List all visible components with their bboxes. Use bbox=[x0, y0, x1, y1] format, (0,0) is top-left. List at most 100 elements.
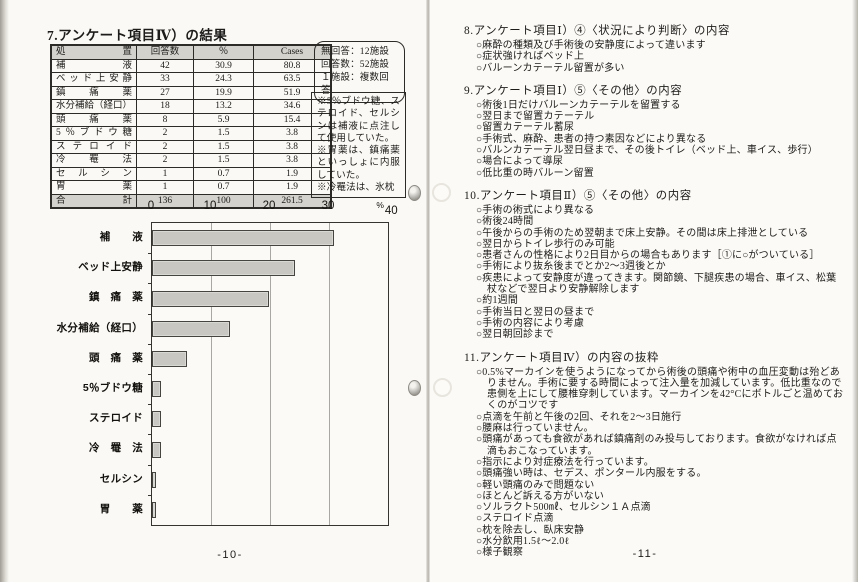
punch-hole bbox=[408, 185, 421, 201]
section-item: ○様子観察 bbox=[476, 547, 524, 559]
section-item: ○低比重の時バルーン留置 bbox=[476, 167, 594, 179]
results-cell: 合計 bbox=[50, 193, 138, 209]
results-col-header: ％ bbox=[193, 44, 255, 60]
x-axis-tick-label: %40 bbox=[376, 200, 398, 217]
section-item: ○翌日朝回診まで bbox=[476, 329, 554, 341]
results-cell: 頭痛薬 bbox=[50, 112, 138, 127]
section-item: ○水分飲用1.5ℓ～2.0ℓ bbox=[476, 535, 570, 547]
x-axis-tick-label: 20 bbox=[262, 200, 276, 212]
results-col-header: 回答数 bbox=[136, 44, 195, 60]
bar bbox=[152, 350, 187, 367]
results-table-body: 補液 42 30.9 80.8 ベッド上安静 33 24.3 63.5 鎮痛薬 27 19.9 51.… bbox=[50, 58, 332, 209]
response-note-line: 回答数：52施設 bbox=[321, 60, 390, 70]
left-page: 7.アンケート項目Ⅳ）の結果 処 置回答数％ Cases 補液 42 30.9 80.8… bbox=[0, 28, 428, 561]
bar bbox=[152, 441, 161, 458]
results-cell: 鎮痛薬 bbox=[50, 85, 138, 100]
gridline bbox=[329, 223, 330, 525]
response-note-box: 無回答：12施設 回答数：52施設 １施設：複数回答 bbox=[314, 41, 405, 103]
results-cell: 27 bbox=[136, 85, 195, 100]
results-row: 水分補給（経口） 18 13.2 34.6 bbox=[50, 99, 332, 114]
bar-category-label: 頭 痛 薬 bbox=[89, 351, 143, 364]
section-item: ○枕を除去し、臥床安静 bbox=[476, 524, 585, 536]
bar bbox=[152, 290, 270, 307]
survey-section: 8.アンケート項目Ⅰ）④〈状況により判断〉の内容 ○麻酔の種類及び手術後の安静度に… bbox=[464, 24, 846, 74]
y-axis-tick bbox=[148, 494, 152, 496]
bar bbox=[152, 381, 161, 398]
chart-labels: 補 液ベッド上安静鎮 痛 薬水分補給（経口） 頭 痛 薬 5％ブドウ糖 ステロイド冷 … bbox=[0, 198, 148, 534]
results-cell: 1.5 bbox=[193, 153, 255, 168]
section-item: ○翌日まで留置カテーテル bbox=[476, 111, 595, 123]
section-item: ○バルーンカテーテル留置が多い bbox=[476, 62, 625, 74]
results-row: 補液 42 30.9 80.8 bbox=[50, 58, 332, 73]
scan-edge-left bbox=[0, 0, 9, 582]
results-cell: 胃薬 bbox=[50, 180, 138, 195]
bar bbox=[152, 501, 157, 518]
results-cell: 100 bbox=[193, 193, 255, 209]
results-cell: 13.2 bbox=[193, 99, 255, 114]
y-axis-tick bbox=[148, 374, 152, 375]
survey-section: 9.アンケート項目Ⅰ）⑤〈その他〉の内容 ○術後1日だけバルーンカテーテルを留置す… bbox=[464, 84, 846, 179]
results-cell: 0.7 bbox=[193, 180, 255, 195]
results-cell: 0.7 bbox=[193, 166, 255, 181]
section-item: ○場合によって導尿 bbox=[476, 156, 564, 168]
bar bbox=[152, 471, 157, 488]
remarks-note-line: ※冷罨法は、氷枕 bbox=[317, 182, 395, 194]
section-item: ○手術式、麻酔、患者の持つ素因などにより異なる bbox=[476, 133, 707, 145]
remarks-note-line: ※5％ブドウ糖、ステロイド、セルシンは補液に点注して使用していた。 bbox=[317, 96, 400, 144]
page-gutter bbox=[426, 0, 430, 582]
y-axis-tick bbox=[148, 343, 152, 345]
section-item: ○指示により対症療法を行っています。 bbox=[476, 456, 654, 468]
section-item: ○疾患によって安静度が違ってきます。関節鏡、下腿疾患の場合、車イス、松葉杖などで… bbox=[476, 272, 837, 296]
results-cell: 30.9 bbox=[193, 58, 255, 73]
section-item: ○0.5%マーカインを使うようになってから術後の頭痛や術中の血圧変動は殆どありま… bbox=[476, 366, 844, 412]
x-axis-tick-label: 0 bbox=[147, 200, 155, 212]
results-col-header: 処 置 bbox=[50, 44, 138, 60]
bar bbox=[152, 411, 161, 428]
bar-chart: 0 10 20 30 %40 補 液ベッド上安静鎮 痛 薬水分補給（経口） 頭 痛 薬 5％… bbox=[0, 198, 428, 534]
results-cell: 水分補給（経口） bbox=[50, 99, 138, 114]
section-item: ○症状強ければベッド上 bbox=[476, 51, 585, 63]
results-cell: 33 bbox=[136, 72, 195, 87]
results-cell: 24.3 bbox=[193, 72, 255, 87]
section-heading: 8.アンケート項目Ⅰ）④〈状況により判断〉の内容 bbox=[464, 25, 730, 37]
section-heading: 10.アンケート項目Ⅱ）⑤〈その他〉の内容 bbox=[464, 189, 692, 202]
section-item: ○頭痛があっても食欲があれば鎮痛剤のみ投与しております。食欲がなければ点滴もおこ… bbox=[476, 434, 837, 457]
results-row: セルシン 1 0.7 1.9 bbox=[50, 166, 332, 181]
bar-category-label: 胃 薬 bbox=[99, 502, 143, 515]
section-item: ○術後1日だけバルーンカテーテルを留置する bbox=[476, 99, 681, 111]
results-cell: 補液 bbox=[50, 58, 138, 73]
y-axis-tick bbox=[148, 283, 152, 285]
section-item: ○術後24時間 bbox=[476, 216, 534, 228]
results-total-row: 合計 136 100 261.5 bbox=[50, 193, 332, 209]
results-cell: 1 bbox=[136, 180, 195, 195]
bar-category-label: 水分補給（経口） bbox=[56, 321, 143, 334]
section-item: ○翌日からトイレ歩行のみ可能 bbox=[476, 238, 615, 250]
bar-category-label: ベッド上安静 bbox=[78, 261, 143, 274]
results-row: 鎮痛薬 27 19.9 51.9 bbox=[50, 85, 332, 100]
section-item: ○ソルラクト500㎖、セルシン１Ａ点滴 bbox=[476, 502, 651, 514]
sections-container: 8.アンケート項目Ⅰ）④〈状況により判断〉の内容 ○麻酔の種類及び手術後の安静度に… bbox=[464, 24, 846, 559]
section-item: ○午後からの手術のため翌朝まで床上安静。その間は床上排泄としている bbox=[476, 227, 809, 239]
results-cell: 2 bbox=[136, 153, 195, 168]
results-cell: 42 bbox=[136, 58, 195, 73]
section-item: ○手術の術式により異なる bbox=[476, 204, 595, 216]
bar bbox=[152, 260, 296, 277]
bar-category-label: 鎮 痛 薬 bbox=[89, 291, 143, 304]
right-page-number: -11- bbox=[632, 548, 658, 560]
chart-plot bbox=[148, 222, 389, 526]
response-note-line: １施設：複数回答 bbox=[321, 73, 389, 96]
results-row: ベッド上安静 33 24.3 63.5 bbox=[50, 72, 332, 87]
x-axis-tick-label: 10 bbox=[203, 200, 217, 212]
left-page-title: 7.アンケート項目Ⅳ）の結果 bbox=[47, 28, 228, 43]
gridline bbox=[270, 223, 271, 525]
results-cell: 2 bbox=[136, 126, 195, 141]
left-page-number: -10- bbox=[217, 549, 243, 561]
results-col-header: Cases bbox=[253, 44, 332, 60]
y-axis-tick bbox=[148, 434, 152, 436]
bar-category-label: セルシン bbox=[99, 472, 143, 485]
results-cell: 5.9 bbox=[193, 112, 255, 127]
section-item: ○手術により抜糸後までとか2～3週後とか bbox=[476, 261, 666, 273]
bar-category-label: 5％ブドウ糖 bbox=[82, 382, 143, 394]
section-item: ○軽い頭痛のみで問題ない bbox=[476, 479, 595, 491]
